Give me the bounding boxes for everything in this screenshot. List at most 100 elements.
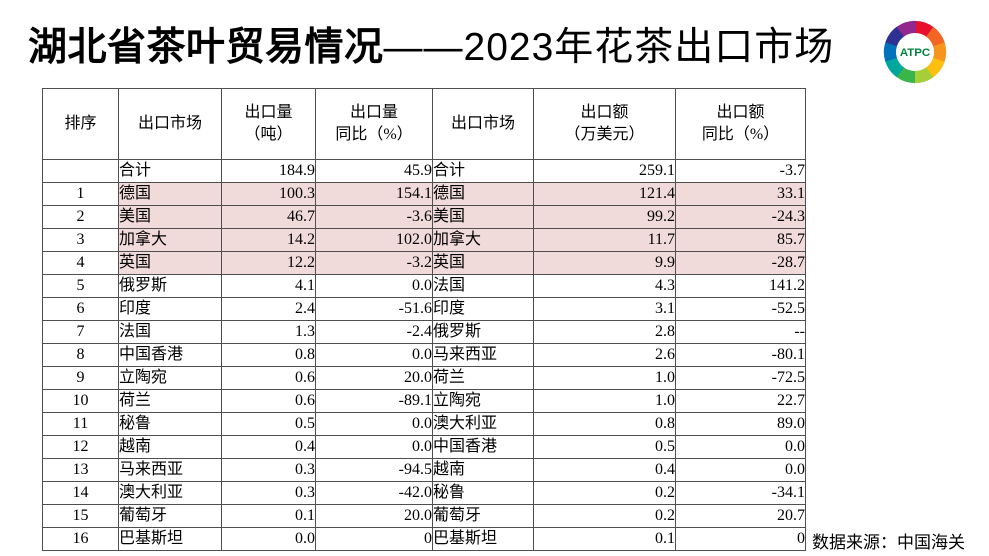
table-cell: 美国 — [118, 205, 222, 229]
table-cell: 加拿大 — [432, 228, 534, 252]
logo-swirl-segment — [925, 26, 945, 48]
column-header-0: 排序 — [42, 88, 119, 160]
column-header-6: 出口额 同比（%） — [675, 88, 806, 160]
table-cell: 9.9 — [533, 251, 676, 275]
data-source-note: 数据来源：中国海关 — [812, 533, 965, 552]
table-cell — [42, 159, 119, 183]
table-cell: 7 — [42, 320, 119, 344]
table-cell: 印度 — [118, 297, 222, 321]
table-row: 16 巴基斯坦 0.0 0 巴基斯坦 0.1 0 — [42, 527, 806, 551]
table-cell: -24.3 — [675, 205, 806, 229]
table-cell: 澳大利亚 — [432, 412, 534, 436]
table-cell: 中国香港 — [432, 435, 534, 459]
table-cell: 2.6 — [533, 343, 676, 367]
table-cell: 154.1 — [315, 182, 433, 206]
table-row: 12 越南 0.4 0.0 中国香港 0.5 0.0 — [42, 435, 806, 459]
table-cell: 20.7 — [675, 504, 806, 528]
table-cell: 美国 — [432, 205, 534, 229]
table-cell: 14.2 — [221, 228, 316, 252]
table-cell: 合计 — [432, 159, 534, 183]
logo-swirl-segment — [885, 26, 905, 47]
table-cell: 加拿大 — [118, 228, 222, 252]
column-header-5: 出口额 （万美元） — [533, 88, 676, 160]
table-cell: 14 — [42, 481, 119, 505]
table-cell: -28.7 — [675, 251, 806, 275]
table-cell: 越南 — [118, 435, 222, 459]
table-cell: 0.0 — [315, 412, 433, 436]
table-cell: -2.4 — [315, 320, 433, 344]
table-row: 5 俄罗斯 4.1 0.0 法国 4.3 141.2 — [42, 274, 806, 298]
table-cell: 0.2 — [533, 481, 676, 505]
table-cell: 立陶宛 — [118, 366, 222, 390]
logo-swirl-segment — [932, 42, 947, 63]
table-cell: 99.2 — [533, 205, 676, 229]
table-cell: 秘鲁 — [432, 481, 534, 505]
trade-table: 排序 出口市场 出口量 （吨） 出口量 同比（%） 出口市场 出口额 （万美元） 出口额 同比（%）… — [42, 88, 806, 551]
table-cell: 8 — [42, 343, 119, 367]
table-cell: 秘鲁 — [118, 412, 222, 436]
table-row: 7 法国 1.3 -2.4 俄罗斯 2.8 -- — [42, 320, 806, 344]
table-cell: 102.0 — [315, 228, 433, 252]
logo-swirl-segment — [913, 67, 934, 84]
table-row: 1 德国 100.3 154.1 德国 121.4 33.1 — [42, 182, 806, 206]
table-row: 11 秘鲁 0.5 0.0 澳大利亚 0.8 89.0 — [42, 412, 806, 436]
table-cell: 巴基斯坦 — [118, 527, 222, 551]
table-cell: -51.6 — [315, 297, 433, 321]
page-title-main: 湖北省茶叶贸易情况 — [28, 26, 384, 69]
logo-swirl-segment — [925, 57, 945, 78]
table-cell: 0.0 — [315, 274, 433, 298]
table-cell: 11.7 — [533, 228, 676, 252]
table-cell: 0.6 — [221, 389, 316, 413]
table-cell: 4 — [42, 251, 119, 275]
table-cell: -3.6 — [315, 205, 433, 229]
table-cell: 0.3 — [221, 481, 316, 505]
table-cell: 法国 — [432, 274, 534, 298]
logo-swirl-segment — [883, 41, 898, 62]
page-title-sub: ——2023年花茶出口市场 — [383, 26, 835, 69]
logo-swirl-segment — [895, 66, 916, 84]
table-cell: -42.0 — [315, 481, 433, 505]
table-cell: 45.9 — [315, 159, 433, 183]
table-cell: 33.1 — [675, 182, 806, 206]
table-cell: 葡萄牙 — [118, 504, 222, 528]
table-cell: 0 — [675, 527, 806, 551]
table-cell: 葡萄牙 — [432, 504, 534, 528]
table-row: 6 印度 2.4 -51.6 印度 3.1 -52.5 — [42, 297, 806, 321]
table-row: 9 立陶宛 0.6 20.0 荷兰 1.0 -72.5 — [42, 366, 806, 390]
table-cell: 1.0 — [533, 389, 676, 413]
table-cell: 1.3 — [221, 320, 316, 344]
table-cell: 89.0 — [675, 412, 806, 436]
table-cell: 20.0 — [315, 504, 433, 528]
header-row: 排序 出口市场 出口量 （吨） 出口量 同比（%） 出口市场 出口额 （万美元） 出口额 同比（%） — [42, 88, 806, 160]
table-cell: 0.5 — [221, 412, 316, 436]
table-row: 10 荷兰 0.6 -89.1 立陶宛 1.0 22.7 — [42, 389, 806, 413]
table-cell: 0.0 — [221, 527, 316, 551]
table-cell: 荷兰 — [118, 389, 222, 413]
table-cell: 0.8 — [221, 343, 316, 367]
table-row: 14 澳大利亚 0.3 -42.0 秘鲁 0.2 -34.1 — [42, 481, 806, 505]
table-cell: 0.1 — [533, 527, 676, 551]
table-cell: 15 — [42, 504, 119, 528]
logo-swirl-segment — [885, 56, 905, 78]
table-cell: 1 — [42, 182, 119, 206]
table-cell: 2.8 — [533, 320, 676, 344]
table-cell: 0.3 — [221, 458, 316, 482]
table-cell: 中国香港 — [118, 343, 222, 367]
table-cell: 0.0 — [675, 458, 806, 482]
table-cell: 荷兰 — [432, 366, 534, 390]
table-cell: 259.1 — [533, 159, 676, 183]
table-cell: 121.4 — [533, 182, 676, 206]
table-cell: -89.1 — [315, 389, 433, 413]
atpc-logo-swirl-icon: ATPC — [883, 20, 947, 84]
trade-table-header: 排序 出口市场 出口量 （吨） 出口量 同比（%） 出口市场 出口额 （万美元） 出口额 同比（%） — [42, 88, 806, 160]
table-cell: 0.4 — [221, 435, 316, 459]
table-cell: -34.1 — [675, 481, 806, 505]
table-cell: 0 — [315, 527, 433, 551]
table-cell: 越南 — [432, 458, 534, 482]
table-cell: 英国 — [432, 251, 534, 275]
column-header-4: 出口市场 — [432, 88, 534, 160]
table-row: 2 美国 46.7 -3.6 美国 99.2 -24.3 — [42, 205, 806, 229]
table-cell: 0.1 — [221, 504, 316, 528]
column-header-3: 出口量 同比（%） — [315, 88, 433, 160]
table-cell: -- — [675, 320, 806, 344]
